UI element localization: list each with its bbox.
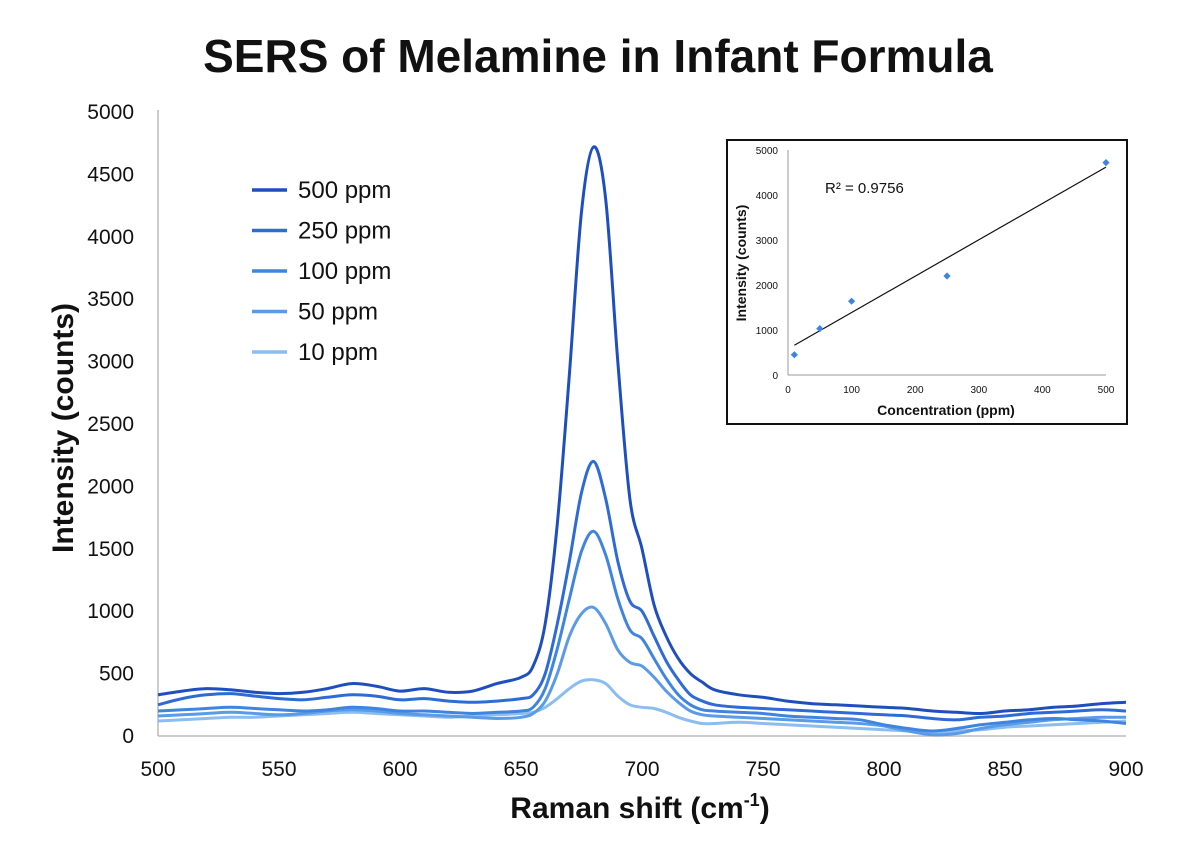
inset-data-point [943,272,951,280]
series-line-50-ppm [157,605,1127,737]
legend-label: 100 ppm [298,258,391,285]
x-axis-title-suffix: ) [760,792,770,825]
series-line-250-ppm [157,459,1127,722]
legend-label: 250 ppm [298,218,391,245]
chart-title: SERS of Melamine in Infant Formula [203,30,993,82]
inset-x-tick-label: 300 [970,385,987,396]
series-line-100-ppm [157,529,1127,733]
x-axis-title: Raman shift (cm-1) [510,790,769,825]
inset-trendline [794,166,1107,346]
x-axis-title-superscript: -1 [744,790,760,810]
legend-label: 50 ppm [298,299,378,326]
inset-x-axis-title: Concentration (ppm) [877,402,1015,418]
inset-data-point [790,351,798,359]
inset-y-tick-labels: 0 1000 2000 3000 4000 5000 [756,146,779,382]
inset-data-point [848,297,856,305]
y-tick-label: 4000 [87,226,134,249]
series-lines [157,145,1127,737]
inset-frame [726,139,1128,425]
series-line-500-ppm [157,145,1127,716]
inset-data-point [1102,159,1110,167]
x-tick-label: 650 [503,758,538,781]
inset-data-points [790,159,1110,359]
inset-x-tick-label: 0 [785,385,791,396]
inset-x-tick-labels: 0 100 200 300 400 500 [785,385,1115,396]
inset-y-tick-label: 2000 [756,281,779,292]
x-axis-title-main: Raman shift (cm [510,792,743,825]
legend: 500 ppm 250 ppm 100 ppm 50 ppm 10 ppm [252,177,391,366]
inset-data-point [816,325,824,333]
x-tick-label: 800 [866,758,901,781]
x-tick-label: 600 [382,758,417,781]
x-tick-label: 700 [624,758,659,781]
inset-chart: 0 1000 2000 3000 4000 5000 0 100 200 300 400 500 R… [726,139,1128,425]
inset-y-tick-label: 0 [772,371,778,382]
inset-y-tick-label: 5000 [756,146,779,157]
x-tick-label: 550 [261,758,296,781]
x-tick-labels: 500 550 600 650 700 750 800 850 900 [140,758,1143,781]
x-tick-label: 900 [1108,758,1143,781]
inset-y-tick-label: 4000 [756,191,779,202]
y-tick-label: 1500 [87,538,134,561]
inset-x-tick-label: 500 [1098,385,1115,396]
y-tick-label: 0 [122,725,134,748]
y-tick-label: 5000 [87,101,134,124]
inset-y-axis-title: Intensity (counts) [733,205,749,322]
y-tick-label: 4500 [87,163,134,186]
y-axis-title: Intensity (counts) [47,303,80,553]
inset-x-tick-label: 100 [843,385,860,396]
y-tick-label: 2000 [87,475,134,498]
y-tick-label: 3000 [87,351,134,374]
x-tick-label: 750 [745,758,780,781]
y-tick-labels: 0 500 1000 1500 2000 2500 3000 3500 4000 4500 5000 [87,101,134,748]
inset-y-tick-label: 3000 [756,236,779,247]
inset-y-tick-label: 1000 [756,326,779,337]
inset-x-tick-label: 400 [1034,385,1051,396]
x-tick-label: 500 [140,758,175,781]
y-tick-label: 3500 [87,288,134,311]
x-tick-label: 850 [987,758,1022,781]
legend-label: 10 ppm [298,339,378,366]
inset-r-squared: R² = 0.9756 [825,180,904,197]
inset-x-tick-label: 200 [907,385,924,396]
y-tick-label: 2500 [87,413,134,436]
y-tick-label: 500 [99,663,134,686]
y-tick-label: 1000 [87,600,134,623]
legend-label: 500 ppm [298,177,391,204]
